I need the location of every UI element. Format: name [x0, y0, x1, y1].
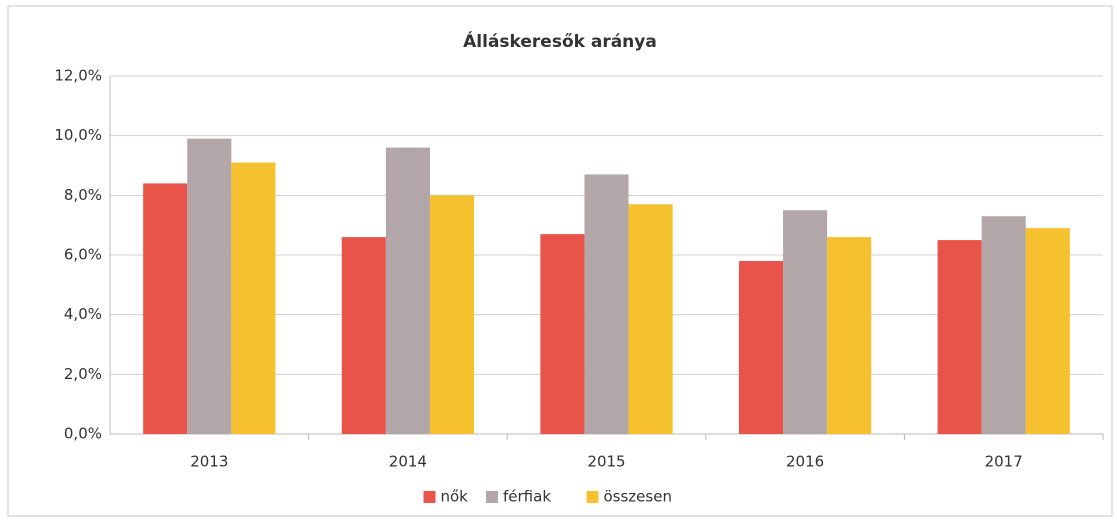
- bar: [981, 216, 1026, 434]
- bar: [783, 210, 828, 434]
- bar: [385, 147, 430, 434]
- bar: [1025, 228, 1070, 434]
- bar: [429, 195, 475, 434]
- y-tick-label: 8,0%: [64, 186, 102, 204]
- y-tick-label: 0,0%: [64, 425, 102, 443]
- bar: [143, 183, 188, 434]
- y-tick-label: 6,0%: [64, 246, 102, 264]
- y-tick-label: 2,0%: [64, 365, 102, 383]
- bar: [827, 237, 872, 434]
- bar: [937, 240, 982, 434]
- bar: [540, 234, 585, 434]
- x-tick-label: 2017: [985, 453, 1023, 471]
- bar: [231, 162, 276, 434]
- y-tick-label: 4,0%: [64, 305, 102, 323]
- x-tick-label: 2016: [786, 453, 824, 471]
- legend-swatch: [423, 491, 436, 503]
- legend-label: összesen: [604, 488, 672, 506]
- bar: [341, 237, 386, 434]
- chart-title: Álláskeresők aránya: [463, 30, 657, 52]
- bar: [187, 138, 232, 434]
- x-tick-label: 2013: [190, 453, 228, 471]
- legend-label: férfiak: [503, 488, 551, 506]
- bar: [628, 204, 673, 434]
- legend-swatch: [586, 491, 599, 503]
- bar: [584, 174, 629, 434]
- legend-label: nők: [441, 488, 469, 506]
- y-tick-label: 10,0%: [54, 126, 102, 144]
- x-tick-label: 2014: [389, 453, 427, 471]
- legend-swatch: [486, 491, 498, 503]
- y-tick-label: 12,0%: [54, 67, 102, 85]
- bar: [738, 260, 784, 434]
- x-tick-label: 2015: [587, 453, 625, 471]
